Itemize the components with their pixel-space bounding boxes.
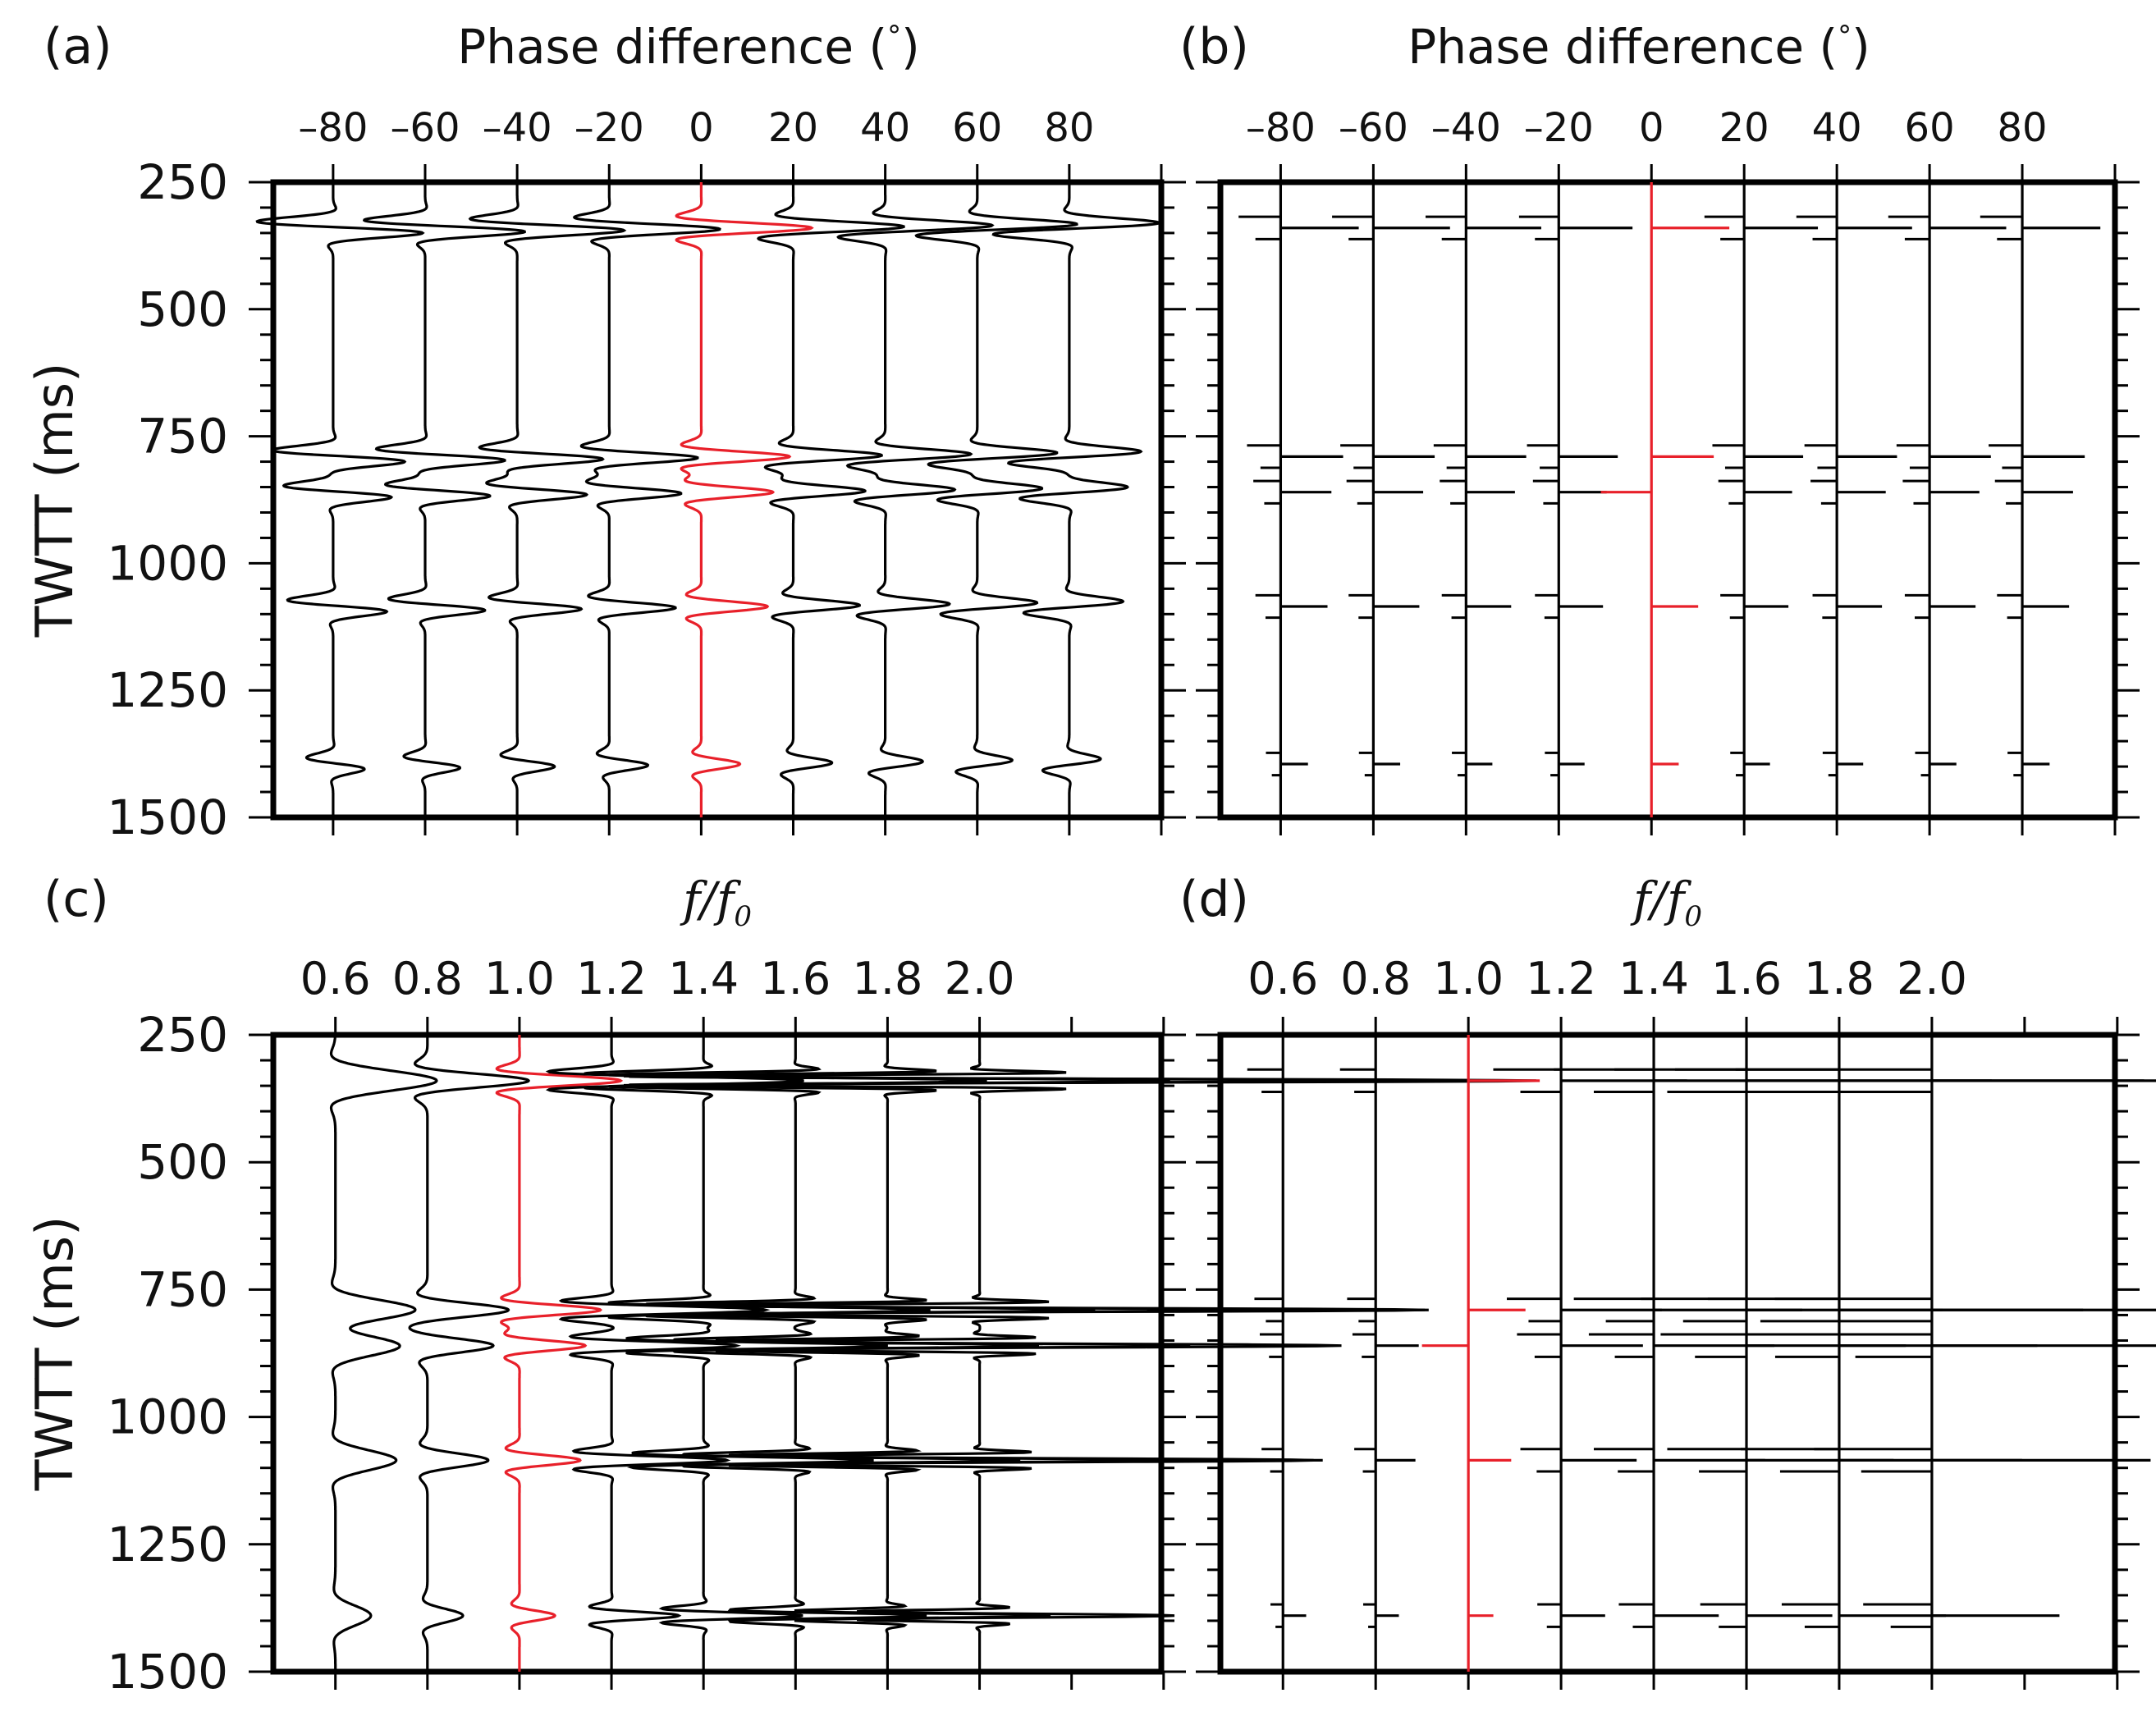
x-tick-label: 0 xyxy=(689,105,714,151)
trace-1.0 xyxy=(495,1035,624,1672)
plot-frame xyxy=(1217,179,2118,821)
x-tick-label: 60 xyxy=(952,105,1002,151)
y-axis-label: TWTT (ms) xyxy=(25,1216,85,1492)
trace-60 xyxy=(914,182,1078,817)
y-tick-label: 1250 xyxy=(107,662,228,718)
x-tick-label: –40 xyxy=(483,105,552,151)
x-tick-label: –80 xyxy=(298,105,368,151)
y-tick-label: 500 xyxy=(137,1134,228,1190)
y-axis-label: TWTT (ms) xyxy=(25,363,85,638)
x-tick-label: 1.2 xyxy=(576,953,647,1004)
y-tick-label: 1000 xyxy=(107,535,228,591)
trace-80 xyxy=(991,182,1161,817)
x-tick-label: 1.6 xyxy=(1711,953,1782,1004)
axis-title: Phase difference (°) xyxy=(457,19,919,75)
trace-1.4 xyxy=(584,1035,987,1672)
plot-frame xyxy=(270,1032,1165,1675)
panel-a: (a) Phase difference (°) –80 –60 –40 –20 0 20 40… xyxy=(25,18,1186,845)
x-tick-label: 0.6 xyxy=(1247,953,1318,1004)
plot-frame xyxy=(270,179,1165,821)
x-tick-label: –60 xyxy=(1339,105,1408,151)
axis-title: Phase difference (°) xyxy=(1408,19,1870,75)
x-tick-label: –60 xyxy=(390,105,460,151)
axis-title: f/f0 xyxy=(680,872,752,933)
x-tick-label: 80 xyxy=(1044,105,1094,151)
panel-label: (c) xyxy=(43,871,109,928)
x-tick-label: 1.2 xyxy=(1526,953,1596,1004)
y-tick-label: 250 xyxy=(137,1007,228,1063)
y-tick-label: 1250 xyxy=(107,1517,228,1572)
panel-label: (a) xyxy=(43,18,112,76)
x-tick-label: 40 xyxy=(1812,105,1862,151)
trace-20 xyxy=(757,182,905,817)
y-tick-label: 1500 xyxy=(107,789,228,845)
y-tick-label: 1000 xyxy=(107,1389,228,1445)
y-tick-label: 1500 xyxy=(107,1644,228,1700)
panel-b: (b) Phase difference (°) –80 –60 –40 –20 0 20 40… xyxy=(1179,18,2140,835)
x-tick-label: 0.8 xyxy=(1340,953,1411,1004)
trace-0 xyxy=(675,182,814,817)
x-tick-label: 20 xyxy=(1719,105,1769,151)
x-tick-label: 1.6 xyxy=(760,953,831,1004)
y-tick-label: 750 xyxy=(137,409,228,464)
trace--80 xyxy=(255,182,425,817)
x-tick-label: 1.8 xyxy=(1804,953,1874,1004)
trace-0.8 xyxy=(408,1035,531,1672)
x-tick-label: 0.8 xyxy=(392,953,463,1004)
x-tick-label: 2.0 xyxy=(1897,953,1967,1004)
x-tick-label: 2.0 xyxy=(945,953,1015,1004)
x-tick-label: –20 xyxy=(574,105,644,151)
trace-1.6 xyxy=(608,1035,1170,1672)
trace-1.2 xyxy=(545,1035,804,1672)
trace-40 xyxy=(836,182,995,817)
x-tick-label: 1.4 xyxy=(668,953,739,1004)
x-tick-label: 40 xyxy=(860,105,910,151)
x-tick-label: –20 xyxy=(1524,105,1594,151)
panel-d: (d) f/f0 0.6 0.8 1.0 1.2 1.4 1.6 1.8 2.0 xyxy=(1179,871,2156,1690)
y-tick-label: 500 xyxy=(137,281,228,337)
x-tick-label: 1.8 xyxy=(852,953,922,1004)
panel-label: (b) xyxy=(1179,18,1249,76)
axis-title: f/f0 xyxy=(1630,872,1702,933)
trace-1.8 xyxy=(623,1035,1353,1672)
x-tick-label: 1.0 xyxy=(1433,953,1504,1004)
x-tick-label: 1.4 xyxy=(1618,953,1689,1004)
trace-0.6 xyxy=(329,1035,438,1672)
trace--40 xyxy=(468,182,627,817)
x-tick-label: 0 xyxy=(1639,105,1664,151)
x-tick-label: 80 xyxy=(1998,105,2048,151)
panel-label: (d) xyxy=(1179,871,1249,928)
trace--20 xyxy=(572,182,721,817)
x-tick-label: 20 xyxy=(768,105,818,151)
x-tick-label: 60 xyxy=(1905,105,1955,151)
x-tick-label: 0.6 xyxy=(300,953,371,1004)
x-tick-label: –80 xyxy=(1246,105,1316,151)
y-tick-label: 250 xyxy=(137,154,228,210)
x-tick-label: –40 xyxy=(1431,105,1501,151)
trace-2.0 xyxy=(629,1035,1536,1672)
plot-frame xyxy=(1217,1032,2118,1675)
x-tick-label: 1.0 xyxy=(484,953,555,1004)
y-tick-label: 750 xyxy=(137,1261,228,1317)
panel-c: (c) f/f0 0.6 0.8 1.0 1.2 1.4 1.6 1.8 2.0 250 500 750… xyxy=(25,871,1536,1700)
trace--60 xyxy=(362,182,526,817)
